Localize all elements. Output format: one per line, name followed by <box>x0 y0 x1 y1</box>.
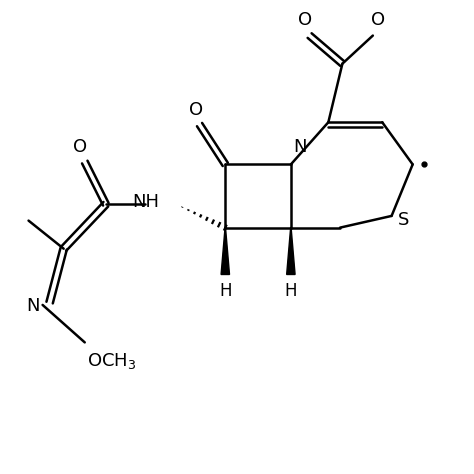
Text: H: H <box>284 282 297 300</box>
Text: O: O <box>189 101 203 119</box>
Text: N: N <box>26 297 39 315</box>
Text: O: O <box>73 138 87 156</box>
Text: NH: NH <box>133 193 160 211</box>
Text: OCH$_3$: OCH$_3$ <box>87 351 137 371</box>
Polygon shape <box>287 228 295 274</box>
Polygon shape <box>221 228 229 274</box>
Text: S: S <box>398 210 410 228</box>
Text: O: O <box>298 11 312 29</box>
Text: O: O <box>372 11 385 29</box>
Text: H: H <box>219 282 231 300</box>
Text: N: N <box>293 138 307 156</box>
